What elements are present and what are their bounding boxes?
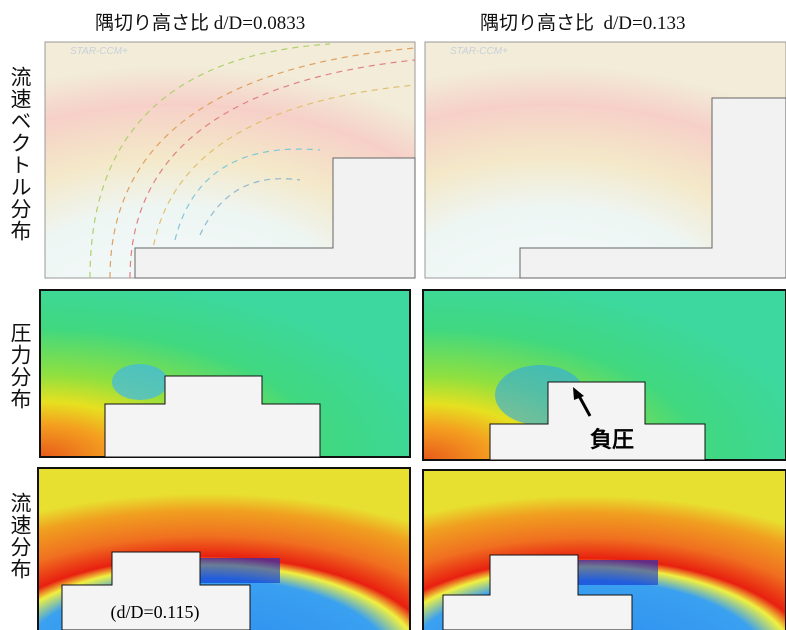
low-pressure-zone bbox=[112, 364, 168, 400]
watermark: STAR-CCM+ bbox=[70, 46, 128, 57]
annotation: 負圧 bbox=[590, 427, 634, 452]
figure: 隅切り高さ比 d/D=0.0833 隅切り高さ比 d/D=0.133 流速ベクト… bbox=[0, 0, 786, 630]
low-velocity-zone bbox=[578, 560, 658, 585]
panels: STAR-CCM+ STAR-CCM+ 負圧 (d/D=0.115) bbox=[0, 0, 786, 630]
annotation: (d/D=0.115) bbox=[111, 602, 200, 623]
low-velocity-zone bbox=[200, 558, 280, 583]
watermark: STAR-CCM+ bbox=[450, 46, 508, 57]
